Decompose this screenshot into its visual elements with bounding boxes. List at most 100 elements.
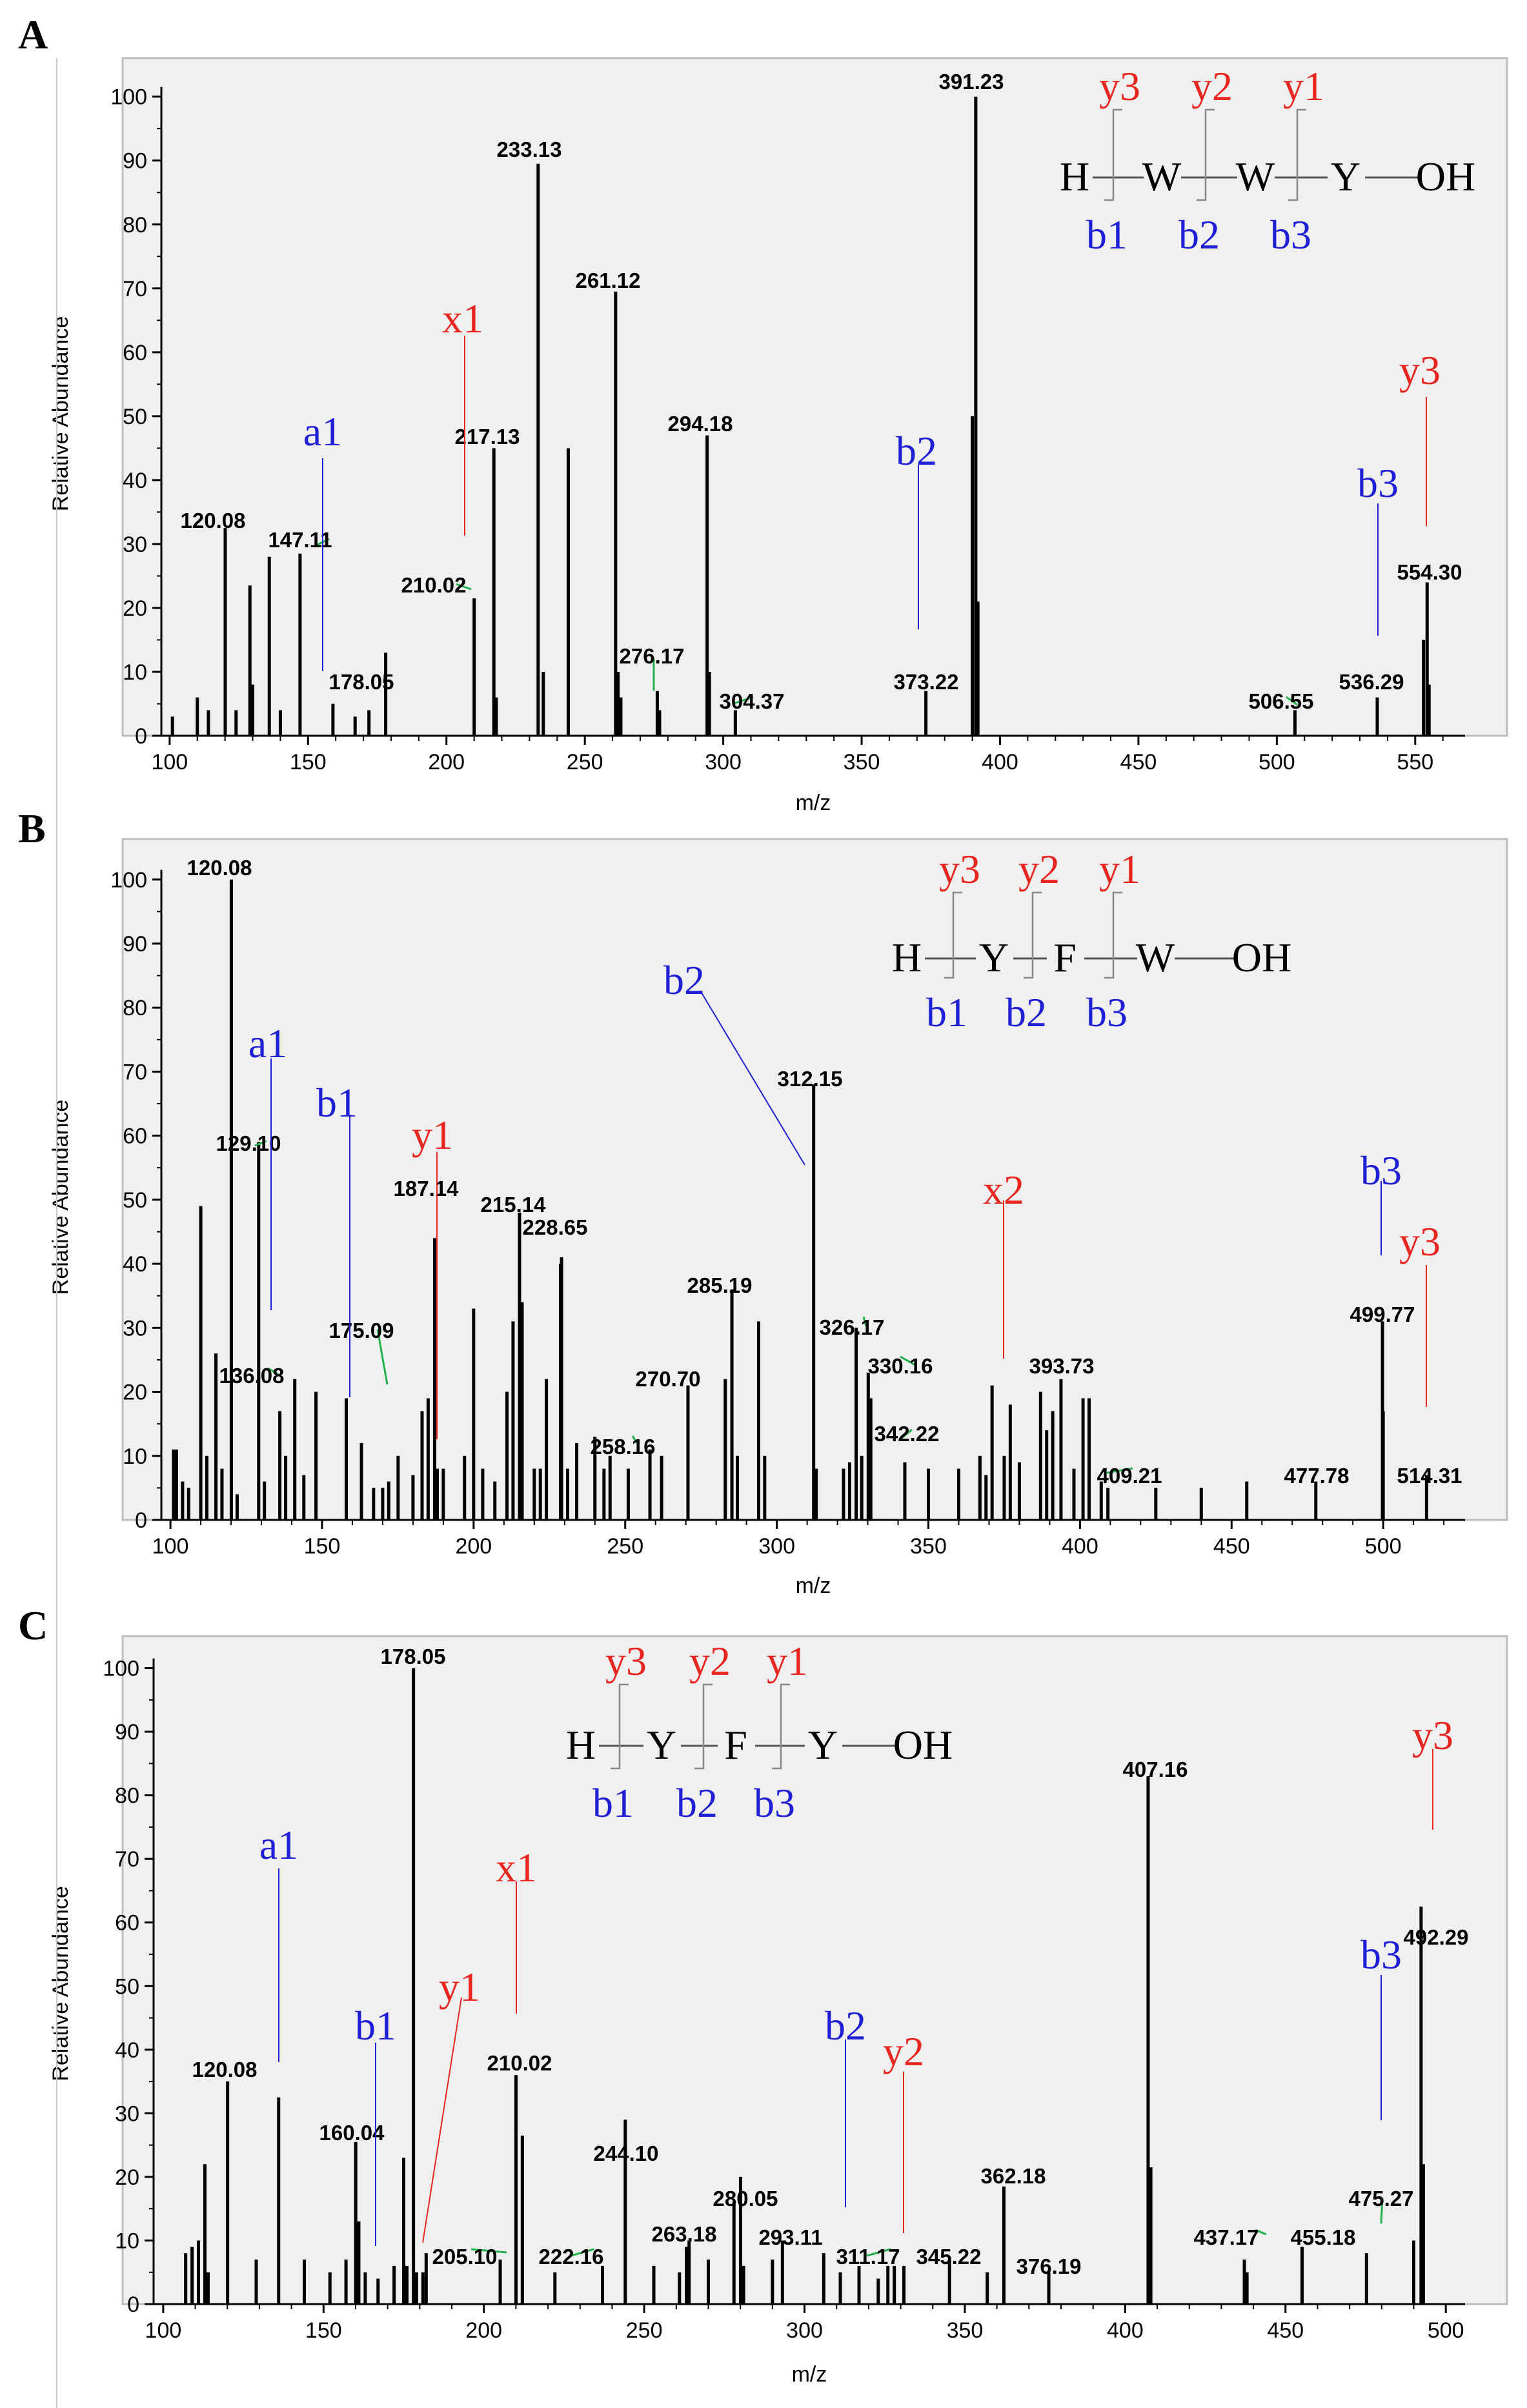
structure-ion-y1: y1 (1099, 846, 1140, 892)
label-connector (456, 583, 472, 591)
peak-label: 330.16 (868, 1354, 933, 1378)
label-connector (866, 2248, 891, 2257)
ion-annotation-y3: y3 (1399, 347, 1441, 393)
cleavage-bracket-top (618, 1683, 629, 1746)
ion-annotation-b2: b2 (663, 957, 705, 1003)
panel-letter: B (18, 805, 46, 851)
peak-label: 120.08 (181, 509, 246, 532)
y-tick-label: 100 (103, 1657, 139, 1681)
cleavage-bracket-bottom (611, 1746, 621, 1770)
peak-label: 407.16 (1123, 1757, 1188, 1781)
y-tick-label: 60 (123, 1124, 147, 1149)
label-connector (1106, 1467, 1133, 1474)
structure-ion-b2: b2 (676, 1780, 718, 1826)
peak-label: 187.14 (394, 1177, 460, 1200)
x-tick-label: 200 (428, 750, 465, 774)
cleavage-bracket-top (1296, 108, 1306, 177)
peak-label: 222.16 (539, 2245, 604, 2269)
peak-label: 233.13 (497, 137, 562, 161)
cleavage-bracket-top (702, 1683, 713, 1746)
structure-ion-y3: y3 (1099, 63, 1140, 109)
peak-label: 263.18 (652, 2222, 717, 2246)
residue-y: Y (979, 935, 1009, 980)
panel-A: A 0 10 20 30 40 50 60 70 80 90 100 100 150 200 250 300 35… (18, 12, 1508, 815)
residue-w: W (1142, 154, 1182, 199)
x-axis-title: m/z (792, 2362, 827, 2387)
y-tick-label: 10 (123, 1444, 147, 1469)
ion-annotation-a1: a1 (248, 1020, 287, 1066)
peak-label: 215.14 (481, 1193, 547, 1217)
structure-ion-b3: b3 (1270, 212, 1311, 258)
cleavage-bracket-top (1031, 891, 1042, 958)
residue-h: H (1060, 154, 1089, 199)
label-connector (376, 1329, 389, 1385)
peak-label: 120.08 (187, 856, 252, 880)
x-tick-label: 450 (1267, 2318, 1304, 2343)
structure-ion-b1: b1 (592, 1780, 634, 1826)
cleavage-bracket-bottom (944, 958, 955, 979)
y-tick-label: 90 (115, 1720, 139, 1745)
y-tick-label: 0 (135, 724, 147, 749)
panel-letter: A (18, 12, 48, 57)
peak-label: 120.08 (192, 2058, 258, 2081)
peptide-structure: H Y F Y OH y3 y2 y1 b1 b2 b3 (566, 1638, 953, 1826)
peak-label: 217.13 (455, 425, 520, 449)
plot-area (121, 57, 1508, 737)
peak-label: 373.22 (894, 670, 959, 694)
label-connector (254, 1140, 267, 1147)
ion-annotation-line (422, 1997, 462, 2243)
ion-annotation-a1: a1 (259, 1822, 298, 1868)
x-tick-label: 500 (1428, 2318, 1464, 2343)
peak-label: 175.09 (329, 1319, 394, 1342)
ion-annotation-b1: b1 (316, 1080, 358, 1126)
peak-label: 270.70 (636, 1367, 701, 1391)
residue-oh: OH (893, 1722, 953, 1768)
y-tick-label: 0 (127, 2292, 139, 2317)
label-connector (900, 1428, 913, 1441)
cleavage-bracket-bottom (1104, 177, 1115, 201)
peak-label: 554.30 (1397, 560, 1462, 584)
y-tick-label: 60 (115, 1911, 139, 1936)
structure-ion-b1: b1 (1086, 212, 1128, 258)
peak-label: 312.15 (778, 1067, 843, 1091)
x-tick-label: 200 (465, 2318, 502, 2343)
y-tick-label: 40 (115, 2038, 139, 2063)
peak-label: 391.23 (939, 70, 1004, 94)
x-tick-label: 450 (1120, 750, 1157, 774)
ion-annotation-b3: b3 (1360, 1148, 1402, 1193)
peak-label: 276.17 (620, 644, 685, 668)
residue-h: H (892, 935, 922, 980)
structure-ion-y3: y3 (939, 846, 980, 892)
peak-label: 258.16 (591, 1435, 656, 1459)
cleavage-bracket-bottom (1288, 177, 1299, 201)
ion-annotation-x2: x2 (983, 1167, 1024, 1213)
y-tick-label: 10 (115, 2229, 139, 2253)
structure-ion-b2: b2 (1178, 212, 1220, 258)
ion-annotation-line (700, 990, 805, 1166)
x-tick-label: 350 (947, 2318, 984, 2343)
x-tick-label: 400 (1107, 2318, 1144, 2343)
peptide-structure: H Y F W OH y3 y2 y1 b1 b2 b3 (892, 846, 1291, 1035)
peak-label: 210.02 (401, 573, 467, 597)
label-connector (1286, 696, 1298, 706)
peak-label: 499.77 (1350, 1302, 1415, 1326)
peak-label: 409.21 (1097, 1464, 1162, 1488)
structure-ion-y1: y1 (767, 1638, 808, 1684)
x-tick-label: 100 (152, 1534, 189, 1559)
y-tick-label: 30 (123, 1316, 147, 1341)
ion-annotation-x1: x1 (442, 296, 483, 341)
label-connector (267, 1367, 279, 1376)
peak-label: 477.78 (1284, 1464, 1350, 1488)
y-axis-title: Relative Abundance (48, 1886, 73, 2081)
x-axis-title: m/z (796, 1573, 831, 1598)
ion-annotation-b1: b1 (355, 2003, 396, 2049)
peak-label: 261.12 (576, 268, 641, 292)
structure-ion-b1: b1 (926, 989, 967, 1035)
ion-annotation-y3: y3 (1399, 1219, 1441, 1264)
cleavage-bracket-top (1204, 108, 1215, 177)
cleavage-bracket-top (780, 1683, 790, 1746)
x-tick-label: 100 (151, 750, 188, 774)
y-tick-label: 10 (123, 660, 147, 685)
peak-label: 506.55 (1249, 689, 1314, 713)
x-tick-label: 450 (1213, 1534, 1250, 1559)
